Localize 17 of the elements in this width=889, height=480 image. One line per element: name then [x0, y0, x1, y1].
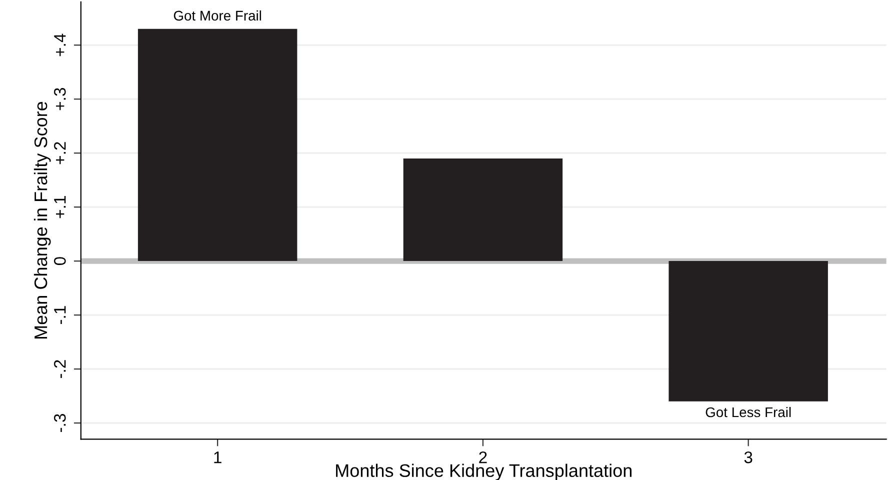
x-tick-label: 3: [744, 451, 752, 464]
y-tick-label: +.4: [54, 34, 66, 56]
x-tick-label: 2: [479, 451, 487, 464]
y-axis-title: Mean Change in Frailty Score: [34, 102, 51, 338]
y-tick-label: -.3: [54, 414, 66, 432]
x-tick-label: 1: [214, 452, 222, 464]
bar: [668, 261, 828, 402]
bar: [403, 158, 563, 262]
y-tick-label: 0: [54, 257, 66, 266]
y-tick-label: +.1: [54, 196, 66, 218]
y-tick-label: -.2: [54, 360, 66, 378]
y-tick-label: +.2: [54, 142, 66, 164]
bar: [138, 28, 298, 262]
y-tick-label: -.1: [54, 306, 66, 324]
y-tick-label: +.3: [54, 88, 66, 110]
annotation: Got More Frail: [174, 10, 262, 21]
annotation: Got Less Frail: [706, 406, 791, 418]
